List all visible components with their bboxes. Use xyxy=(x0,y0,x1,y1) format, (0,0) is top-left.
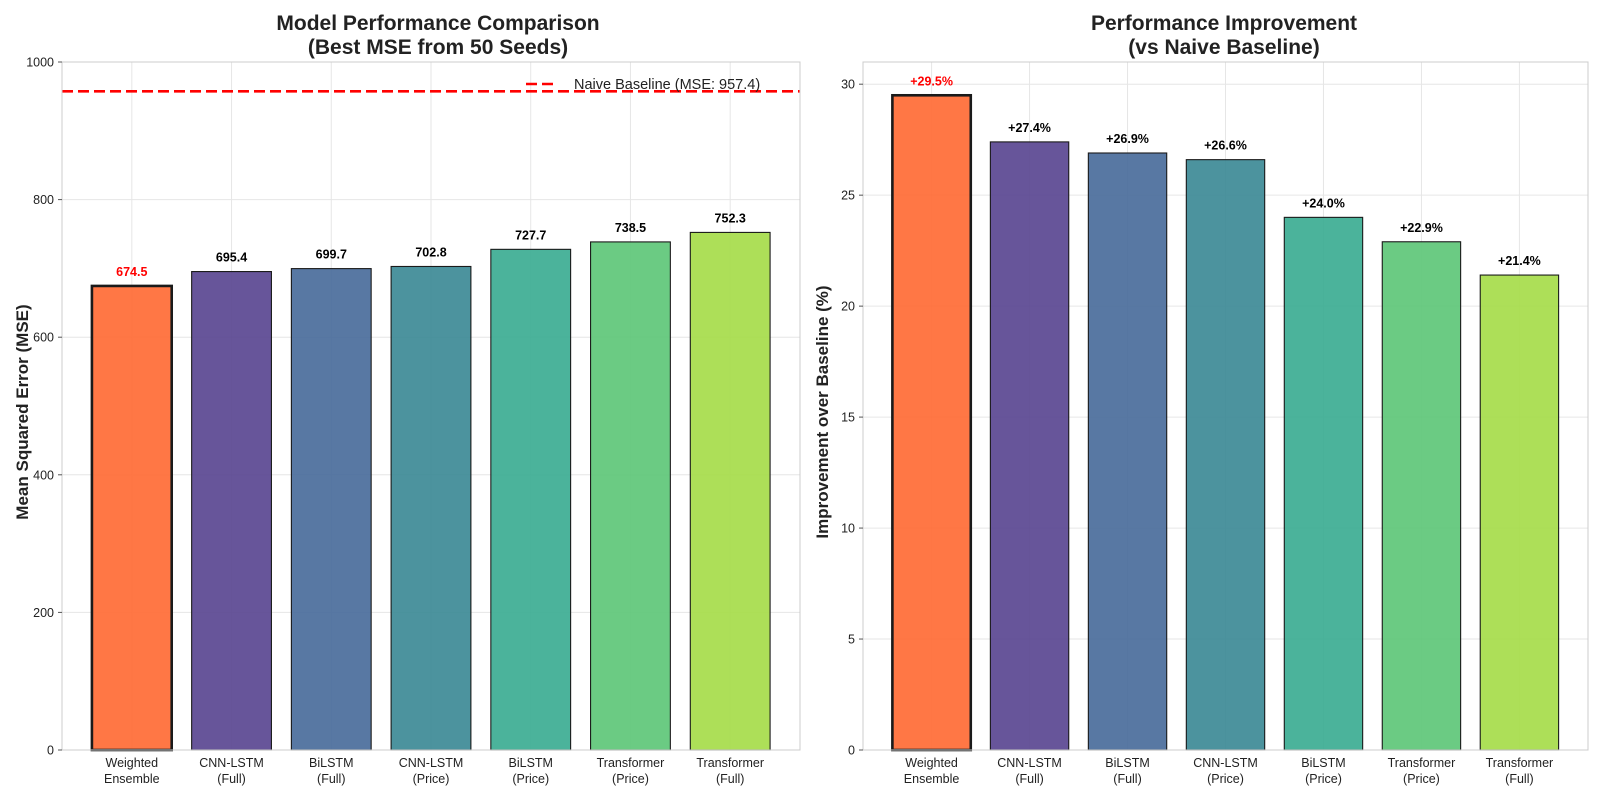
y-tick-label: 200 xyxy=(33,606,54,620)
chart-subtitle: (Best MSE from 50 Seeds) xyxy=(308,36,568,59)
axes-frame xyxy=(61,61,801,751)
x-tick-label: (Full) xyxy=(1113,772,1141,786)
data-label: +26.6% xyxy=(1204,139,1247,153)
chart-panel-2: +29.5% +27.4% +26.9% +26.6% +24.0% +22.9% +21.… xyxy=(813,12,1589,786)
x-tick-label: (Price) xyxy=(413,772,450,786)
x-tick-label: Weighted xyxy=(905,756,958,770)
x-tick-label: (Full) xyxy=(1505,772,1533,786)
data-label: 727.7 xyxy=(515,228,546,242)
x-tick-label: (Price) xyxy=(1403,772,1440,786)
bar xyxy=(1479,274,1560,751)
bar xyxy=(989,141,1070,751)
data-label: +21.4% xyxy=(1498,254,1541,268)
data-label: 752.3 xyxy=(715,211,746,225)
data-label: 674.5 xyxy=(116,265,147,279)
bar xyxy=(590,241,671,751)
bar xyxy=(891,93,973,752)
x-tick-label: Ensemble xyxy=(904,772,960,786)
data-label: +22.9% xyxy=(1400,221,1443,235)
x-tick-label: (Full) xyxy=(317,772,345,786)
chart-panel-1: 674.5 695.4 699.7 702.8 727.7 738.5 752.3 Naive… xyxy=(13,12,801,786)
bar xyxy=(689,231,771,751)
bar xyxy=(1381,241,1462,751)
x-tick-label: CNN-LSTM xyxy=(1193,756,1258,770)
bar xyxy=(1185,159,1266,751)
data-label: 738.5 xyxy=(615,221,646,235)
chart-title: Performance Improvement xyxy=(1091,12,1357,35)
legend: Naive Baseline (MSE: 957.4) xyxy=(526,77,760,93)
x-tick-label: (Price) xyxy=(512,772,549,786)
x-tick-label: BiLSTM xyxy=(509,756,553,770)
data-label: +26.9% xyxy=(1106,132,1149,146)
x-tick-label: Weighted xyxy=(106,756,159,770)
data-label: 699.7 xyxy=(316,248,347,262)
x-tick-label: (Price) xyxy=(612,772,649,786)
bar xyxy=(490,248,572,751)
y-tick-label: 0 xyxy=(848,744,855,758)
axes-frame xyxy=(862,61,1589,751)
y-tick-label: 15 xyxy=(841,411,855,425)
y-tick-label: 1000 xyxy=(26,56,54,70)
y-tick-label: 25 xyxy=(841,189,855,203)
x-tick-label: Transformer xyxy=(1486,756,1554,770)
x-tick-label: CNN-LSTM xyxy=(399,756,464,770)
bar xyxy=(1283,216,1364,751)
x-tick-label: (Full) xyxy=(1015,772,1043,786)
x-tick-label: BiLSTM xyxy=(309,756,353,770)
legend-label: Naive Baseline (MSE: 957.4) xyxy=(574,77,760,93)
data-label: +27.4% xyxy=(1008,121,1051,135)
x-tick-label: Transformer xyxy=(597,756,665,770)
x-tick-label: (Full) xyxy=(217,772,245,786)
x-tick-label: (Full) xyxy=(716,772,744,786)
x-tick-label: Transformer xyxy=(696,756,764,770)
x-tick-label: (Price) xyxy=(1305,772,1342,786)
x-tick-label: Transformer xyxy=(1388,756,1456,770)
data-label: 695.4 xyxy=(216,251,247,265)
x-tick-label: CNN-LSTM xyxy=(997,756,1062,770)
y-tick-label: 5 xyxy=(848,633,855,647)
bar xyxy=(1087,152,1168,751)
bar xyxy=(290,268,372,751)
data-label: +24.0% xyxy=(1302,196,1345,210)
bar xyxy=(90,284,174,752)
x-tick-label: Ensemble xyxy=(104,772,160,786)
y-tick-label: 20 xyxy=(841,300,855,314)
y-tick-label: 0 xyxy=(47,744,54,758)
data-label: +29.5% xyxy=(910,74,953,88)
y-axis-label: Improvement over Baseline (%) xyxy=(813,285,832,538)
y-tick-label: 10 xyxy=(841,522,855,536)
chart-title: Model Performance Comparison xyxy=(276,12,599,35)
x-tick-label: CNN-LSTM xyxy=(199,756,264,770)
y-tick-label: 30 xyxy=(841,78,855,92)
x-tick-label: (Price) xyxy=(1207,772,1244,786)
y-tick-label: 800 xyxy=(33,193,54,207)
x-tick-label: BiLSTM xyxy=(1301,756,1345,770)
y-axis-label: Mean Squared Error (MSE) xyxy=(13,304,32,519)
bar xyxy=(191,271,272,751)
chart-subtitle: (vs Naive Baseline) xyxy=(1128,36,1319,59)
x-tick-label: BiLSTM xyxy=(1105,756,1149,770)
y-tick-label: 400 xyxy=(33,468,54,482)
bar xyxy=(390,265,472,751)
data-label: 702.8 xyxy=(415,245,446,259)
y-tick-label: 600 xyxy=(33,331,54,345)
